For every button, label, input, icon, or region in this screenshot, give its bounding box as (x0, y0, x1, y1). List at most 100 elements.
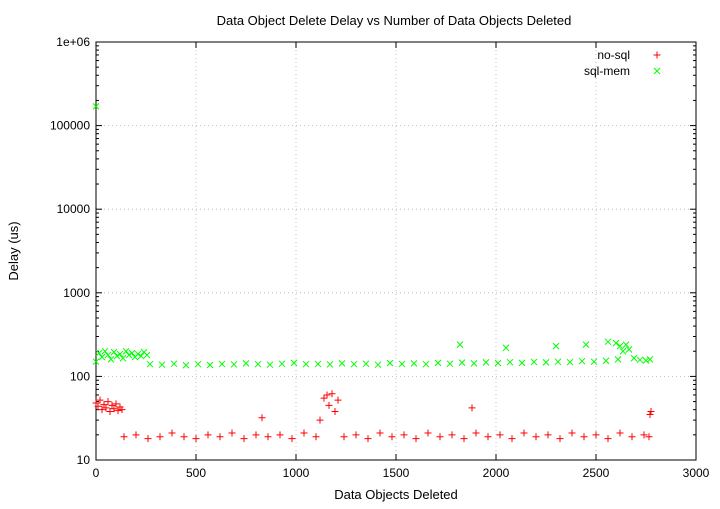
sql-mem-point (386, 359, 394, 367)
chart-title: Data Object Delete Delay vs Number of Da… (217, 13, 572, 28)
no-sql-point (568, 429, 576, 437)
sql-mem-point (95, 349, 103, 357)
sql-mem-point (456, 341, 464, 348)
sql-mem-point (104, 351, 112, 359)
sql-mem-point (616, 342, 624, 350)
no-sql-point (352, 431, 360, 439)
no-sql-point (556, 435, 564, 443)
no-sql-point (424, 429, 432, 437)
no-sql-point (98, 406, 106, 414)
no-sql-point (645, 433, 653, 441)
sql-mem-point (604, 338, 612, 346)
no-sql-point (112, 400, 120, 408)
sql-mem-point (602, 357, 610, 365)
no-sql-point (340, 433, 348, 441)
sql-mem-point (566, 358, 574, 366)
sql-mem-point (206, 361, 214, 369)
sql-mem-point (137, 352, 145, 360)
x-axis: 0 500 1000 1500 2000 2500 3000 (93, 42, 710, 480)
sql-mem-point (182, 361, 190, 369)
sql-mem-point (578, 357, 586, 365)
x-axis-label: Data Objects Deleted (334, 487, 458, 502)
no-sql-point (328, 390, 336, 398)
sql-mem-point (625, 346, 633, 353)
no-sql-point (364, 435, 372, 443)
legend-label-sql-mem: sql-mem (584, 64, 630, 78)
sql-mem-point (290, 359, 298, 367)
sql-mem-point (630, 354, 638, 362)
x-tick-label: 0 (93, 466, 100, 480)
no-sql-point (258, 414, 266, 422)
no-sql-point (118, 406, 126, 414)
no-sql-point (468, 404, 476, 412)
sql-mem-point (612, 339, 620, 347)
x-tick-label: 1000 (283, 466, 310, 480)
no-sql-point (472, 429, 480, 437)
no-sql-point (102, 404, 110, 412)
no-sql-point (520, 429, 528, 437)
sql-mem-point (92, 102, 100, 110)
y-tick-label: 100 (70, 369, 90, 383)
legend-marker-sql-mem (653, 67, 661, 75)
sql-mem-point (338, 360, 346, 367)
sql-mem-point (622, 341, 630, 348)
sql-mem-point (636, 356, 644, 364)
no-sql-point (532, 433, 540, 441)
no-sql-point (132, 431, 140, 439)
sql-mem-point (170, 360, 178, 368)
no-sql-point (412, 435, 420, 443)
sql-mem-point (506, 358, 514, 366)
sql-mem-point (254, 360, 262, 368)
no-sql-point (508, 435, 516, 443)
no-sql-point (316, 416, 324, 424)
y-tick-label: 10000 (57, 202, 91, 216)
sql-mem-point (110, 348, 118, 356)
no-sql-point (334, 396, 342, 404)
sql-mem-point (278, 360, 286, 368)
legend: no-sql sql-mem (584, 48, 661, 78)
no-sql-point (647, 408, 655, 416)
sql-mem-point (374, 361, 382, 369)
y-axis: 10 100 1000 10000 100000 1e+06 (50, 35, 696, 467)
no-sql-point (400, 431, 408, 439)
sql-mem-point (92, 358, 100, 366)
no-sql-point (331, 408, 339, 416)
sql-mem-point (119, 354, 127, 362)
y-tick-label: 100000 (50, 119, 90, 133)
sql-mem-point (582, 341, 590, 348)
sql-mem-point (518, 359, 526, 367)
sql-mem-point (502, 344, 510, 352)
no-sql-point (120, 433, 128, 441)
no-sql-point (156, 433, 164, 441)
sql-mem-point (302, 360, 310, 368)
y-tick-label: 10 (77, 453, 91, 467)
sql-mem-point (326, 361, 334, 368)
no-sql-point (240, 435, 248, 443)
x-tick-label: 2000 (483, 466, 510, 480)
no-sql-point (168, 429, 176, 437)
sql-mem-point (470, 360, 478, 367)
no-sql-point (388, 433, 396, 441)
sql-mem-point (242, 360, 250, 367)
no-sql-point (320, 394, 328, 402)
no-sql-point (144, 435, 152, 443)
no-sql-point (300, 429, 308, 437)
sql-mem-point (619, 347, 627, 355)
sql-mem-point (410, 360, 418, 367)
no-sql-point (646, 411, 654, 419)
y-tick-label: 1000 (63, 286, 90, 300)
no-sql-point (96, 396, 104, 404)
x-tick-label: 1500 (383, 466, 410, 480)
no-sql-point (496, 431, 504, 439)
sql-mem-point (422, 360, 430, 368)
sql-mem-point (458, 359, 466, 367)
no-sql-point (376, 429, 384, 437)
no-sql-point (616, 429, 624, 437)
sql-mem-point (494, 359, 502, 367)
sql-mem-point (398, 360, 406, 368)
no-sql-point (94, 402, 102, 410)
gridlines (96, 42, 696, 460)
sql-mem-point (146, 360, 154, 368)
sql-mem-point (362, 360, 370, 368)
sql-mem-point (266, 361, 274, 369)
